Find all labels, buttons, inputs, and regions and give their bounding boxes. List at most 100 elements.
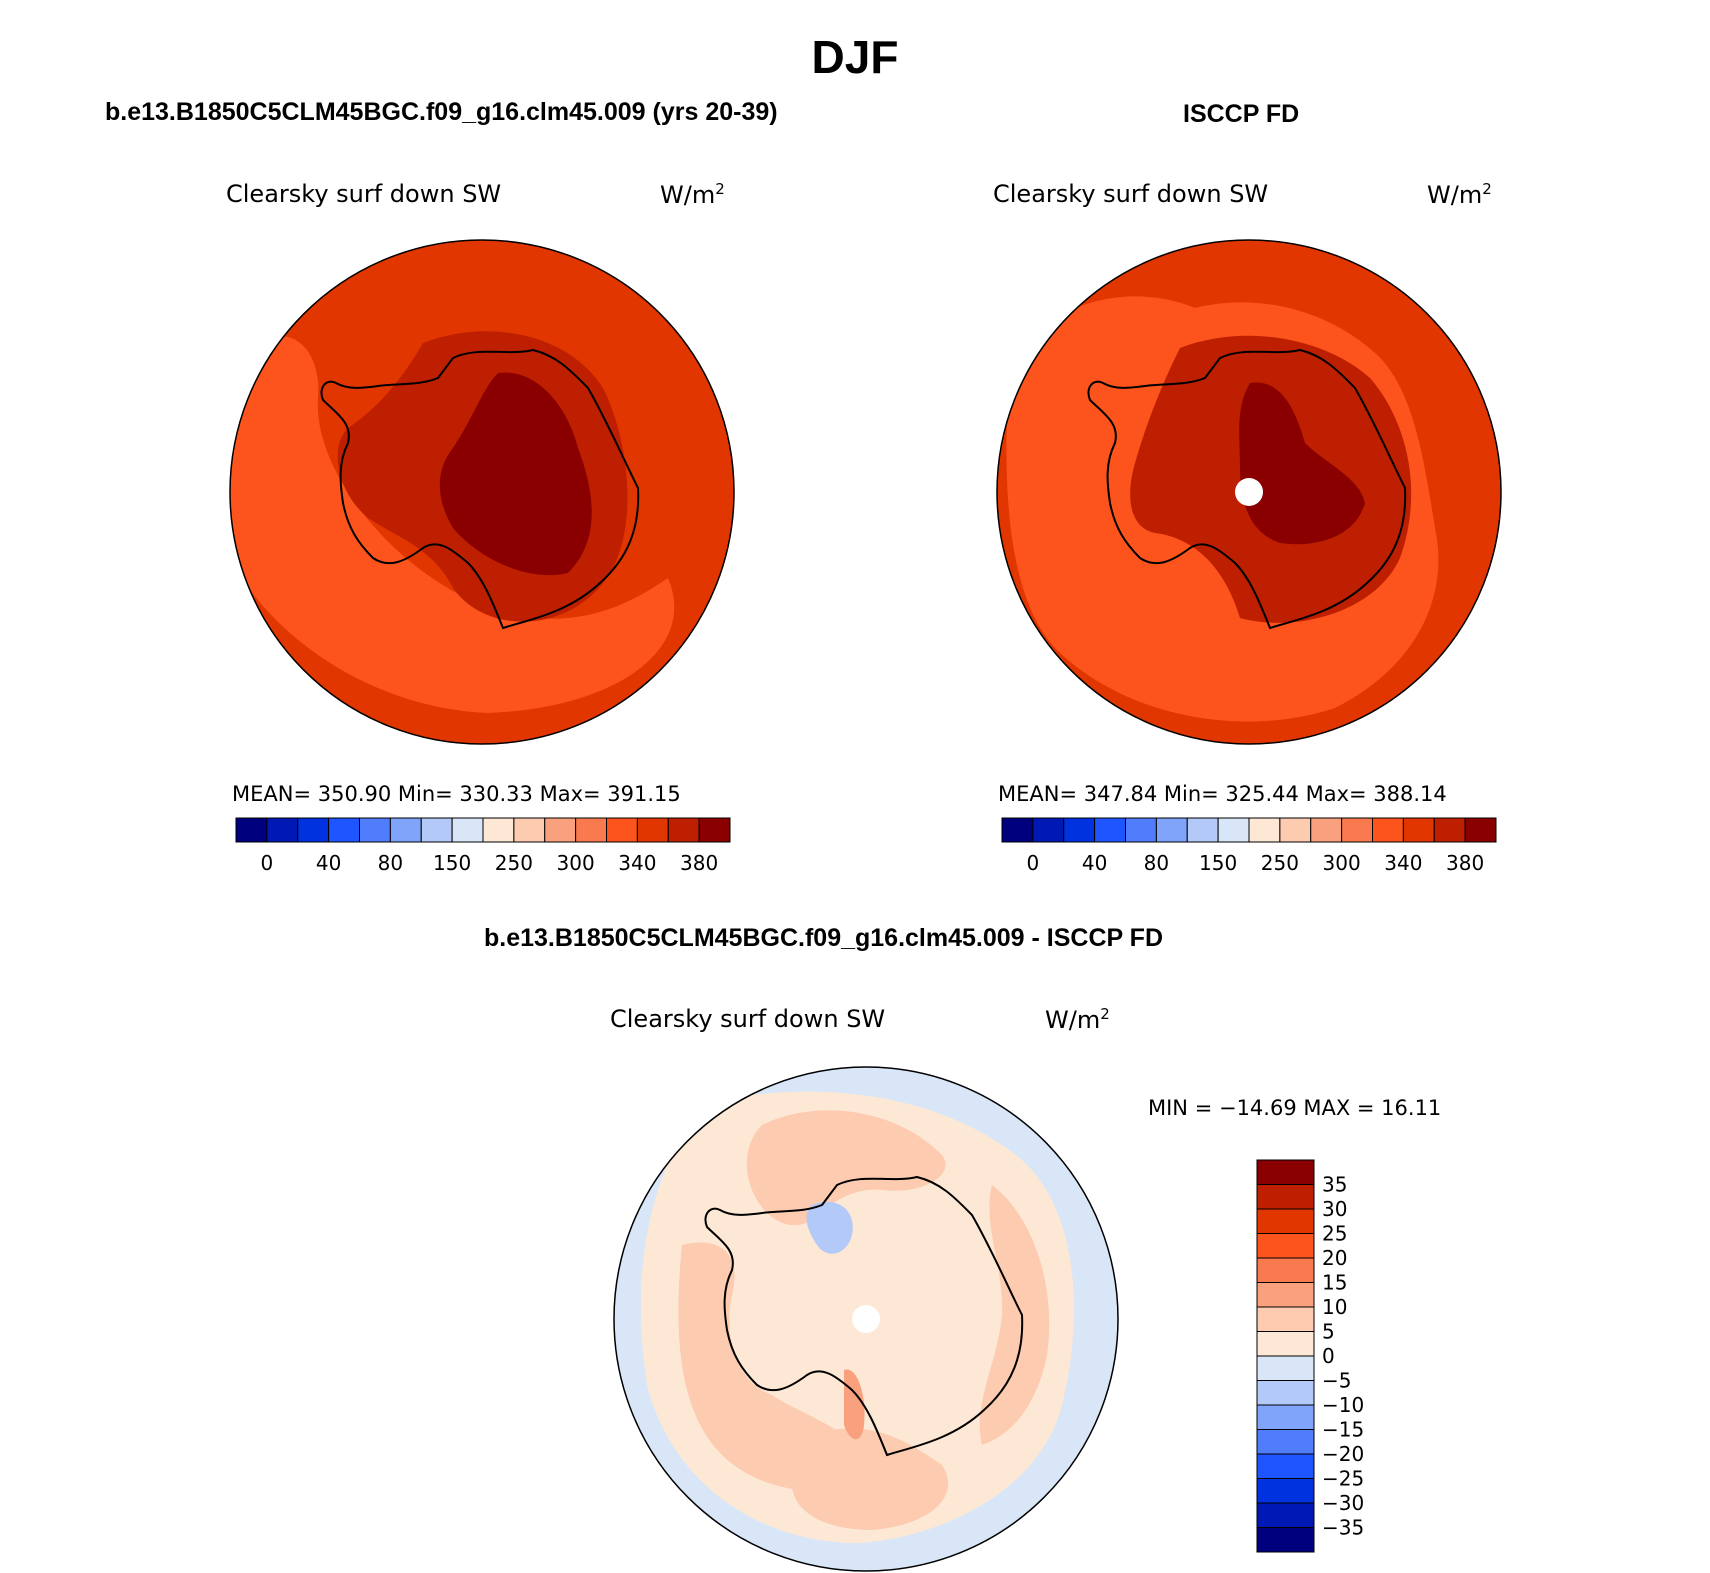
diff-field-warm-top xyxy=(746,1110,946,1226)
obs-stats: MEAN= 347.84 Min= 325.44 Max= 388.14 xyxy=(998,782,1447,806)
diff-field-warm-bottom xyxy=(791,1428,949,1530)
obs-colorbar-box xyxy=(1279,817,1312,843)
diff-colorbar-box xyxy=(1256,1282,1315,1308)
diff-colorbar-label: 15 xyxy=(1322,1271,1347,1295)
model-colorbar-box xyxy=(636,817,669,843)
model-colorbar-box xyxy=(698,817,731,843)
obs-colorbar-box xyxy=(1433,817,1466,843)
diff-map xyxy=(613,1066,1119,1572)
obs-colorbar-box xyxy=(1372,817,1404,843)
page-title: DJF xyxy=(811,31,899,83)
diff-colorbar-label: 20 xyxy=(1322,1246,1347,1270)
model-field-low-band xyxy=(230,336,675,713)
diff-variable-label: Clearsky surf down SW xyxy=(610,1005,886,1033)
model-units-label: W/m2 xyxy=(660,180,725,209)
diff-colorbar-label: −30 xyxy=(1322,1491,1364,1515)
diff-colorbar-label: 35 xyxy=(1322,1173,1347,1197)
obs-colorbar: 0 40 80 150 250 300 340 380 xyxy=(1001,817,1497,875)
diff-colorbar-box xyxy=(1256,1208,1315,1234)
obs-colorbar-label: 150 xyxy=(1199,851,1237,875)
diff-colorbar-box xyxy=(1256,1429,1315,1455)
model-colorbar-box xyxy=(451,817,484,843)
diff-colorbar-label: 10 xyxy=(1322,1295,1347,1319)
model-colorbar-box xyxy=(667,817,700,843)
diff-field-warm-left xyxy=(678,1242,882,1491)
obs-map-boundary xyxy=(996,239,1502,745)
obs-units-label: W/m2 xyxy=(1427,180,1492,209)
model-colorbar-box xyxy=(235,817,268,843)
diff-colorbar-label: 0 xyxy=(1322,1344,1335,1368)
model-field-plateau xyxy=(439,372,592,576)
diff-colorbar-box xyxy=(1256,1306,1315,1332)
model-colorbar: 0 40 80 150 250 300 340 380 xyxy=(235,817,731,875)
diff-field-warm-right xyxy=(979,1185,1050,1445)
obs-colorbar-label: 300 xyxy=(1323,851,1361,875)
diff-colorbar-box xyxy=(1256,1233,1315,1259)
diff-colorbar-box xyxy=(1256,1478,1315,1504)
model-panel-title: b.e13.B1850C5CLM45BGC.f09_g16.clm45.009 … xyxy=(105,98,778,126)
obs-panel-title: ISCCP FD xyxy=(1183,100,1300,128)
obs-colorbar-box xyxy=(1464,817,1497,843)
obs-colorbar-box xyxy=(1094,817,1126,843)
diff-colorbar-box xyxy=(1256,1380,1315,1406)
obs-variable-label: Clearsky surf down SW xyxy=(993,180,1269,208)
diff-panel-title: b.e13.B1850C5CLM45BGC.f09_g16.clm45.009 … xyxy=(484,924,1164,952)
diff-stats: MIN = −14.69 MAX = 16.11 xyxy=(1148,1096,1442,1120)
obs-colorbar-box xyxy=(1063,817,1096,843)
model-colorbar-box xyxy=(575,817,607,843)
model-map-boundary xyxy=(229,239,735,745)
model-colorbar-box xyxy=(482,817,515,843)
obs-colorbar-label: 80 xyxy=(1144,851,1169,875)
obs-colorbar-box xyxy=(1155,817,1188,843)
diff-colorbar-box xyxy=(1256,1453,1315,1479)
diff-colorbar-label: 5 xyxy=(1322,1320,1335,1344)
diff-colorbar-box xyxy=(1256,1355,1315,1381)
diff-colorbar-label: 25 xyxy=(1322,1222,1347,1246)
diff-colorbar-label: −25 xyxy=(1322,1467,1364,1491)
obs-colorbar-label: 340 xyxy=(1384,851,1422,875)
diff-field-cool-patch xyxy=(806,1201,853,1254)
diff-colorbar-box xyxy=(1256,1404,1315,1430)
model-colorbar-box xyxy=(513,817,546,843)
model-colorbar-box xyxy=(420,817,453,843)
obs-colorbar-label: 380 xyxy=(1446,851,1484,875)
obs-colorbar-label: 0 xyxy=(1027,851,1040,875)
obs-colorbar-box xyxy=(1341,817,1373,843)
model-colorbar-label: 340 xyxy=(618,851,656,875)
model-colorbar-box xyxy=(328,817,360,843)
obs-colorbar-box xyxy=(1001,817,1034,843)
model-colorbar-label: 250 xyxy=(495,851,533,875)
obs-field-plateau xyxy=(1239,382,1365,545)
obs-colorbar-box xyxy=(1310,817,1343,843)
model-map xyxy=(229,239,735,745)
model-colorbar-label: 40 xyxy=(316,851,341,875)
model-variable-label: Clearsky surf down SW xyxy=(226,180,502,208)
diff-colorbar-label: −10 xyxy=(1322,1393,1364,1417)
model-colorbar-label: 0 xyxy=(261,851,274,875)
model-stats: MEAN= 350.90 Min= 330.33 Max= 391.15 xyxy=(232,782,681,806)
diff-colorbar-label: −15 xyxy=(1322,1418,1364,1442)
diff-colorbar-label: −5 xyxy=(1322,1369,1351,1393)
model-colorbar-label: 300 xyxy=(557,851,595,875)
diff-colorbar-label: −20 xyxy=(1322,1442,1364,1466)
obs-colorbar-box xyxy=(1186,817,1219,843)
diff-colorbar-label: −35 xyxy=(1322,1516,1364,1540)
diff-colorbar-box xyxy=(1256,1502,1315,1528)
model-colorbar-box xyxy=(359,817,391,843)
diff-colorbar-box xyxy=(1256,1159,1315,1185)
model-colorbar-label: 380 xyxy=(680,851,718,875)
diff-colorbar-box xyxy=(1256,1331,1315,1357)
model-colorbar-box xyxy=(389,817,422,843)
obs-colorbar-label: 250 xyxy=(1261,851,1299,875)
obs-colorbar-label: 40 xyxy=(1082,851,1107,875)
obs-map xyxy=(996,239,1502,745)
diff-colorbar-box xyxy=(1256,1184,1315,1210)
diff-colorbar-label: 30 xyxy=(1322,1197,1347,1221)
diff-coastline xyxy=(704,1175,1024,1457)
obs-pole-missing xyxy=(1235,478,1263,506)
model-coastline xyxy=(320,348,640,630)
model-colorbar-label: 150 xyxy=(433,851,471,875)
diff-colorbar-box xyxy=(1256,1527,1315,1553)
model-colorbar-box xyxy=(266,817,299,843)
